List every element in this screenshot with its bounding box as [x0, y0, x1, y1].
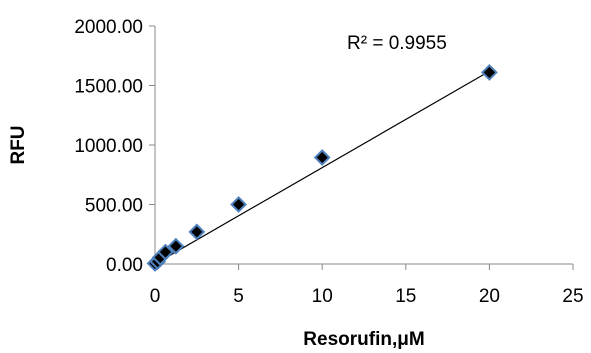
trendline — [154, 70, 490, 265]
r-squared-annotation: R² = 0.9955 — [347, 33, 447, 54]
data-point — [188, 223, 206, 241]
x-tick-label: 5 — [233, 286, 244, 307]
y-axis-title: RFU — [8, 125, 29, 164]
x-tick-label: 25 — [562, 286, 583, 307]
data-point — [230, 196, 248, 213]
tick-labels: 0.00 500.00 1000.00 1500.00 2000.00 0 5 10 15 20 2… — [74, 17, 583, 307]
trendline-group — [154, 70, 490, 265]
data-points — [146, 63, 498, 272]
data-point — [167, 237, 185, 255]
x-tick-label: 15 — [395, 286, 416, 307]
x-axis-title: Resorufin,μM — [303, 329, 424, 350]
y-tick-label: 500.00 — [85, 196, 143, 217]
data-point — [157, 243, 174, 261]
x-tick-label: 20 — [479, 286, 500, 307]
y-tick-label: 2000.00 — [74, 17, 143, 38]
data-point — [480, 63, 498, 81]
y-tick-label: 1000.00 — [74, 136, 143, 157]
x-tick-label: 0 — [150, 286, 161, 307]
data-point — [313, 149, 331, 166]
axes — [149, 25, 574, 270]
x-tick-label: 10 — [312, 286, 333, 307]
y-tick-label: 0.00 — [106, 255, 143, 276]
y-tick-label: 1500.00 — [74, 77, 143, 98]
